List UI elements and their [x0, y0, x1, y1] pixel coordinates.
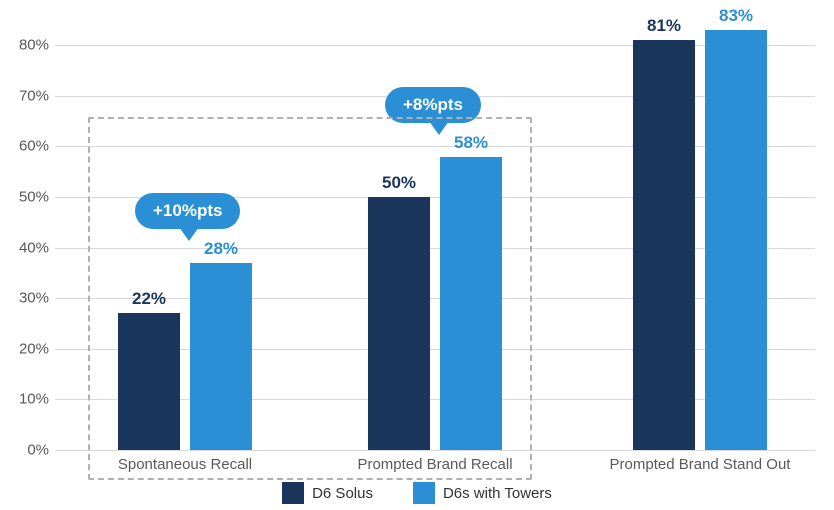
gridline	[55, 248, 815, 249]
legend-item-towers: D6s with Towers	[413, 482, 552, 504]
y-tick-label: 40%	[9, 239, 49, 256]
bar	[633, 40, 695, 450]
category-label: Spontaneous Recall	[118, 456, 252, 473]
legend-swatch-towers	[413, 482, 435, 504]
bar-value-label: 58%	[454, 133, 488, 153]
bar	[118, 313, 180, 450]
gridline	[55, 146, 815, 147]
legend-item-solus: D6 Solus	[282, 482, 373, 504]
bar-value-label: 22%	[132, 289, 166, 309]
y-tick-label: 70%	[9, 87, 49, 104]
y-tick-label: 50%	[9, 189, 49, 206]
callout-bubble: +8%pts	[385, 87, 481, 123]
bar-value-label: 50%	[382, 173, 416, 193]
y-tick-label: 20%	[9, 340, 49, 357]
legend-label-solus: D6 Solus	[312, 485, 373, 502]
category-label: Prompted Brand Recall	[357, 456, 512, 473]
y-tick-label: 80%	[9, 37, 49, 54]
bar	[190, 263, 252, 450]
bar	[705, 30, 767, 450]
bar	[368, 197, 430, 450]
y-tick-label: 0%	[9, 442, 49, 459]
legend-swatch-solus	[282, 482, 304, 504]
gridline	[55, 298, 815, 299]
legend: D6 Solus D6s with Towers	[0, 482, 834, 504]
callout-tail	[429, 121, 449, 135]
bar-value-label: 83%	[719, 6, 753, 26]
chart-plot-area: 22%28%Spontaneous Recall+10%pts50%58%Pro…	[55, 20, 815, 450]
y-tick-label: 60%	[9, 138, 49, 155]
y-tick-label: 30%	[9, 290, 49, 307]
callout-bubble: +10%pts	[135, 193, 240, 229]
bar	[440, 157, 502, 450]
gridline	[55, 450, 815, 451]
callout-tail	[179, 227, 199, 241]
bar-value-label: 28%	[204, 239, 238, 259]
y-tick-label: 10%	[9, 391, 49, 408]
bar-value-label: 81%	[647, 16, 681, 36]
legend-label-towers: D6s with Towers	[443, 485, 552, 502]
category-label: Prompted Brand Stand Out	[610, 456, 791, 473]
gridline	[55, 45, 815, 46]
plot-region: 22%28%Spontaneous Recall+10%pts50%58%Pro…	[55, 20, 815, 450]
